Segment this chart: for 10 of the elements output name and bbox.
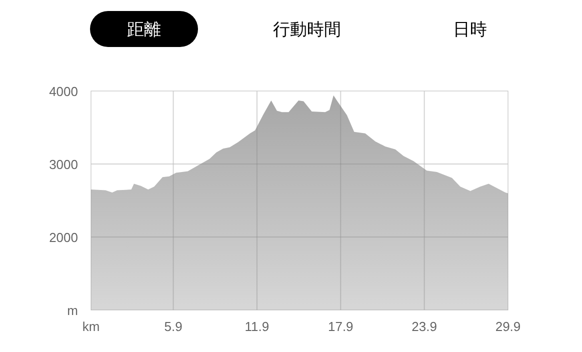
y-tick-label: 4000 xyxy=(49,84,78,99)
x-tick-label: 29.9 xyxy=(495,319,521,334)
x-tick-label: 11.9 xyxy=(244,319,270,334)
x-tick-label: 23.9 xyxy=(412,319,437,334)
x-tick-label: 5.9 xyxy=(164,319,182,334)
x-tick-label: km xyxy=(82,319,100,334)
y-tick-label: 2000 xyxy=(49,230,78,245)
x-tick-label: 17.9 xyxy=(328,319,354,334)
y-tick-label: m xyxy=(67,303,78,318)
y-tick-label: 3000 xyxy=(49,157,78,172)
